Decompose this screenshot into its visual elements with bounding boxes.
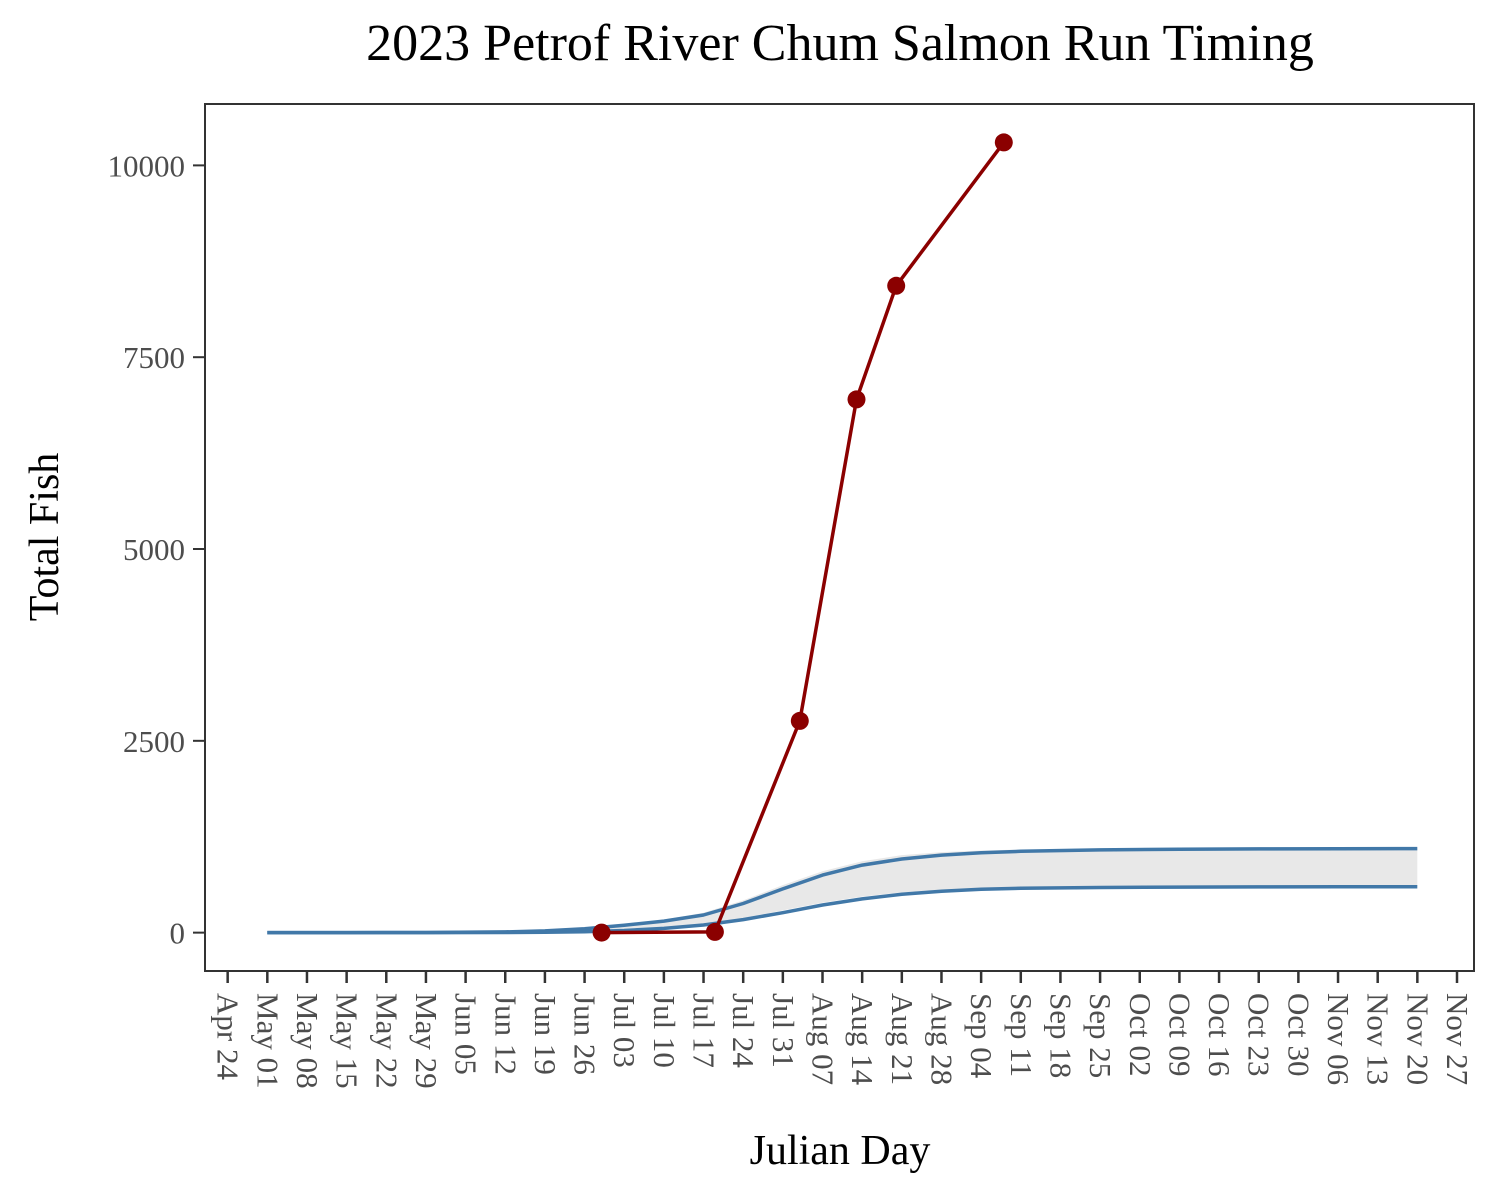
x-tick-label: May 08 [290, 993, 325, 1089]
x-axis-title: Julian Day [750, 1128, 931, 1174]
x-tick-label: Nov 13 [1361, 993, 1396, 1085]
x-tick-label: Jul 17 [687, 993, 722, 1068]
y-axis-title: Total Fish [22, 453, 68, 622]
data-point [887, 276, 906, 295]
x-tick-label: Oct 16 [1202, 993, 1237, 1077]
x-tick-label: Sep 04 [964, 993, 999, 1079]
y-tick-label: 5000 [123, 532, 185, 567]
x-tick-label: Jun 12 [488, 993, 523, 1075]
x-tick-label: Jun 19 [528, 993, 563, 1075]
data-point [790, 711, 809, 730]
y-tick-label: 7500 [123, 340, 185, 375]
x-tick-label: Sep 18 [1043, 993, 1078, 1078]
x-tick-label: Jun 05 [449, 993, 484, 1075]
x-tick-label: May 15 [330, 993, 365, 1089]
x-tick-label: Oct 02 [1123, 993, 1158, 1077]
x-tick-label: Jul 03 [607, 993, 642, 1068]
x-tick-label: Aug 14 [845, 993, 880, 1086]
y-tick-label: 2500 [123, 724, 185, 759]
x-tick-label: May 01 [250, 993, 285, 1089]
y-tick-label: 10000 [108, 148, 186, 183]
x-tick-label: Apr 24 [211, 993, 246, 1080]
x-tick-label: Sep 25 [1083, 993, 1118, 1078]
x-tick-label: Nov 27 [1440, 993, 1475, 1085]
chart-title: 2023 Petrof River Chum Salmon Run Timing [366, 15, 1314, 72]
x-tick-label: Aug 07 [806, 993, 841, 1085]
x-tick-label: Aug 28 [925, 993, 960, 1085]
x-tick-label: Oct 09 [1162, 993, 1197, 1077]
data-point [847, 390, 866, 409]
x-tick-label: Jun 26 [568, 993, 603, 1075]
x-tick-label: Oct 30 [1281, 993, 1316, 1077]
x-tick-label: Oct 23 [1242, 993, 1277, 1077]
model-curve-2 [267, 885, 1418, 935]
data-point [705, 922, 724, 941]
x-tick-label: Jul 31 [766, 993, 801, 1068]
x-tick-label: Nov 20 [1400, 993, 1435, 1085]
x-tick-label: Jul 10 [647, 993, 682, 1068]
plot-panel [204, 103, 1475, 972]
x-tick-label: May 29 [409, 993, 444, 1089]
y-tick-label: 0 [170, 916, 186, 951]
x-tick-label: May 22 [369, 993, 404, 1089]
x-tick-label: Nov 06 [1321, 993, 1356, 1085]
x-tick-label: Sep 11 [1004, 993, 1039, 1077]
confidence-band [267, 848, 1418, 933]
x-tick-label: Jul 24 [726, 993, 761, 1068]
observed-series-line [601, 141, 1006, 935]
x-tick-label: Aug 21 [885, 993, 920, 1085]
data-point [994, 133, 1013, 152]
data-point [592, 923, 611, 942]
